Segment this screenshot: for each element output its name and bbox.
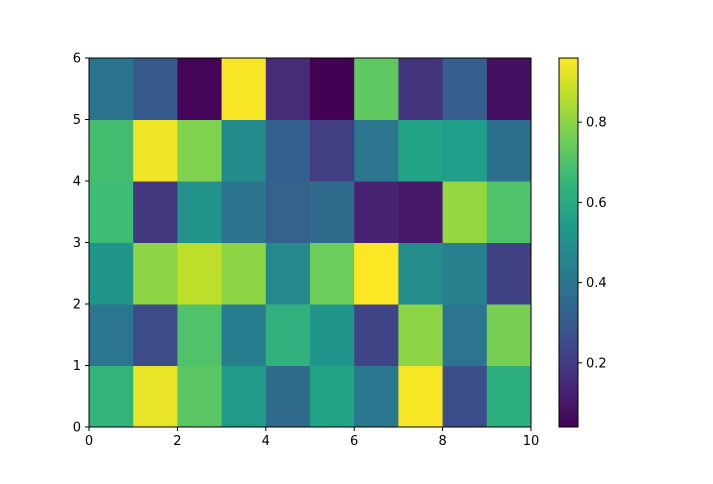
heatmap-cell (310, 365, 355, 428)
y-tick-label: 5 (73, 113, 81, 128)
heatmap-cell (133, 304, 178, 366)
heatmap-cell (354, 119, 399, 182)
heatmap-cell (221, 304, 267, 366)
colorbar-gradient (558, 57, 579, 428)
colorbar-ticks: 0.2 0.4 0.6 0.8 (578, 116, 607, 371)
heatmap-cell (442, 181, 488, 243)
heatmap-cell (89, 119, 134, 182)
heatmap-cell (89, 304, 134, 366)
heatmap-cell (486, 181, 532, 243)
x-axis: 0 2 4 6 8 10 (85, 427, 539, 449)
heatmap-cells (89, 58, 532, 428)
heatmap-cell (265, 242, 311, 305)
heatmap-cell (177, 119, 223, 182)
heatmap-cell (398, 119, 444, 182)
y-tick-label: 6 (73, 52, 81, 67)
heatmap-cell (133, 58, 178, 120)
heatmap-cell (354, 365, 399, 428)
heatmap-cell (265, 365, 311, 428)
heatmap-cell (177, 58, 223, 120)
heatmap-cell (354, 242, 399, 305)
heatmap-cell (442, 304, 488, 366)
heatmap-cell (442, 119, 488, 182)
heatmap-cell (310, 304, 355, 366)
heatmap-cell (177, 304, 223, 366)
heatmap-cell (133, 242, 178, 305)
heatmap-cell (265, 119, 311, 182)
colorbar-tick-label: 0.8 (586, 116, 607, 131)
heatmap-cell (89, 58, 134, 120)
x-tick-label: 6 (350, 434, 358, 449)
y-tick-label: 3 (73, 236, 81, 251)
x-tick-label: 4 (262, 434, 270, 449)
heatmap-cell (265, 181, 311, 243)
heatmap-cell (310, 242, 355, 305)
heatmap-cell (177, 181, 223, 243)
heatmap-cell (398, 242, 444, 305)
heatmap-cell (398, 58, 444, 120)
heatmap-cell (398, 304, 444, 366)
y-tick-label: 0 (73, 421, 81, 436)
heatmap-cell (89, 242, 134, 305)
heatmap-cell (486, 58, 532, 120)
heatmap-cell (133, 181, 178, 243)
heatmap-cell (221, 119, 267, 182)
colorbar-tick-label: 0.2 (586, 356, 607, 371)
y-axis: 0 1 2 3 4 5 6 (73, 52, 89, 436)
heatmap-cell (177, 242, 223, 305)
heatmap-cell (89, 365, 134, 428)
heatmap-cell (486, 304, 532, 366)
heatmap-cell (486, 365, 532, 428)
heatmap-cell (442, 242, 488, 305)
heatmap-cell (310, 119, 355, 182)
heatmap-cell (221, 242, 267, 305)
heatmap-cell (221, 58, 267, 120)
heatmap-cell (310, 181, 355, 243)
y-tick-label: 4 (73, 175, 81, 190)
heatmap-cell (442, 58, 488, 120)
colorbar-tick-label: 0.6 (586, 196, 607, 211)
heatmap-cell (486, 242, 532, 305)
heatmap-cell (354, 58, 399, 120)
x-tick-label: 0 (85, 434, 93, 449)
heatmap-cell (265, 304, 311, 366)
heatmap-cell (265, 58, 311, 120)
x-tick-label: 10 (523, 434, 540, 449)
colorbar-tick-label: 0.4 (586, 276, 607, 291)
heatmap-cell (354, 304, 399, 366)
x-tick-label: 2 (173, 434, 181, 449)
heatmap-cell (398, 181, 444, 243)
heatmap-cell (221, 181, 267, 243)
colorbar: 0.2 0.4 0.6 0.8 (558, 57, 607, 428)
heatmap-cell (442, 365, 488, 428)
heatmap-cell (354, 181, 399, 243)
heatmap-cell (89, 181, 134, 243)
heatmap-cell (221, 365, 267, 428)
heatmap-cell (133, 365, 178, 428)
y-tick-label: 1 (73, 359, 81, 374)
heatmap-cell (310, 58, 355, 120)
heatmap-cell (133, 119, 178, 182)
heatmap-cell (177, 365, 223, 428)
heatmap-cell (398, 365, 444, 428)
heatmap-cell (486, 119, 532, 182)
x-tick-label: 8 (438, 434, 446, 449)
y-tick-label: 2 (73, 298, 81, 313)
